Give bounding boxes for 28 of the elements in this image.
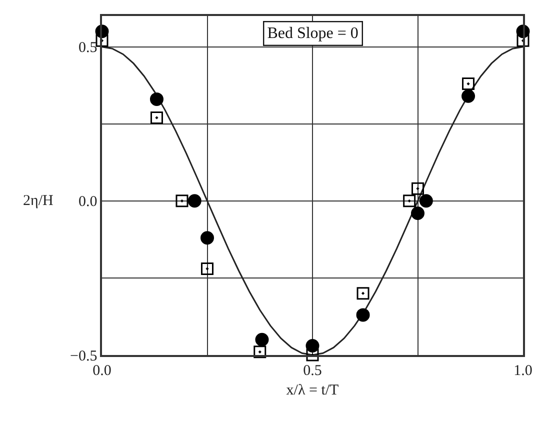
point <box>516 34 530 47</box>
point <box>356 308 370 322</box>
point <box>411 206 424 220</box>
x-tick-label: 0.5 <box>303 362 322 379</box>
x-axis-title: x/λ = t/T <box>286 382 339 398</box>
point <box>150 92 164 106</box>
y-tick-label: −0.5 <box>70 348 98 364</box>
point <box>176 194 188 208</box>
point <box>462 78 475 90</box>
x-tick-label: 0.0 <box>92 362 112 379</box>
y-tick-label: 0.0 <box>78 194 98 210</box>
point <box>188 194 202 208</box>
point <box>201 262 214 275</box>
point <box>255 332 269 346</box>
point <box>462 89 476 103</box>
y-tick-label: 0.5 <box>78 40 98 56</box>
point <box>403 194 416 208</box>
point <box>412 182 424 195</box>
point <box>150 111 163 124</box>
x-tick-label: 1.0 <box>514 362 532 379</box>
point <box>419 194 433 208</box>
point <box>306 348 319 362</box>
y-axis-title: 2η/H <box>23 193 54 209</box>
point <box>254 346 266 358</box>
point <box>356 287 370 300</box>
point <box>200 231 214 245</box>
point <box>96 34 108 47</box>
annotation: Bed Slope = 0 <box>267 25 358 42</box>
